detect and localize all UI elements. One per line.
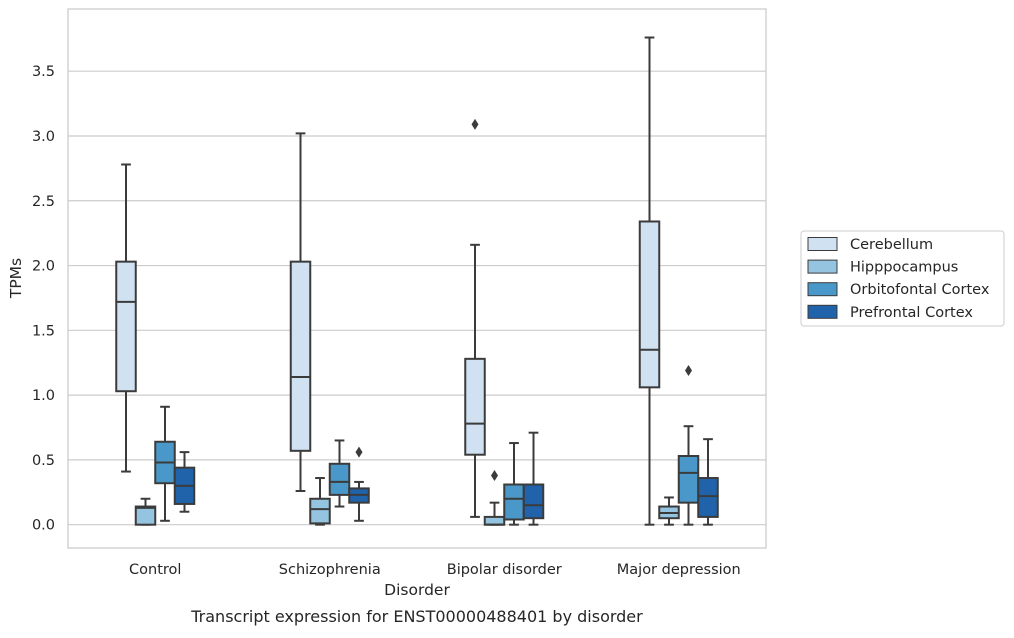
y-tick-label: 1.0 bbox=[32, 388, 55, 404]
box-series bbox=[115, 36, 719, 526]
series-orbitofontal-cortex bbox=[154, 364, 700, 526]
outlier-point bbox=[685, 364, 692, 376]
y-tick-label: 3.0 bbox=[32, 129, 55, 145]
y-tick-label: 0.5 bbox=[32, 453, 55, 469]
y-tick-label: 2.5 bbox=[32, 194, 55, 210]
box bbox=[115, 163, 137, 473]
outlier-point bbox=[471, 118, 479, 130]
box bbox=[309, 477, 331, 526]
legend-item: Cerebellum bbox=[807, 237, 933, 253]
legend: Cerebellum Hipppocampus Orbitofontal Corte… bbox=[800, 230, 1005, 327]
box bbox=[348, 446, 370, 522]
box-iqr bbox=[309, 497, 331, 525]
box bbox=[464, 118, 486, 518]
y-tick-label: 0.0 bbox=[32, 518, 55, 534]
box bbox=[638, 36, 661, 526]
x-tick-label: Schizophrenia bbox=[279, 562, 381, 578]
series-hipppocampus bbox=[134, 469, 680, 526]
legend-item: Prefrontal Cortex bbox=[807, 304, 973, 321]
box bbox=[697, 438, 719, 526]
x-tick-label: Major depression bbox=[617, 562, 741, 578]
legend-item: Orbitofontal Cortex bbox=[807, 282, 990, 298]
y-axis-label: TPMs bbox=[7, 258, 25, 299]
legend-swatch bbox=[807, 304, 838, 319]
box bbox=[503, 442, 525, 526]
box-iqr bbox=[328, 462, 351, 496]
box-iqr bbox=[697, 477, 719, 518]
legend-frame bbox=[800, 230, 1005, 327]
x-axis-label: Disorder bbox=[384, 581, 450, 599]
x-tick-labels: Control Schizophrenia Bipolar disorder Majo… bbox=[129, 562, 741, 578]
y-tick-label: 2.0 bbox=[32, 259, 55, 275]
legend-label: Orbitofontal Cortex bbox=[850, 282, 990, 298]
box-iqr bbox=[134, 505, 157, 526]
box-iqr bbox=[638, 220, 661, 389]
outlier-point bbox=[491, 469, 498, 481]
legend-swatch bbox=[807, 259, 838, 274]
box-iqr bbox=[464, 357, 486, 456]
series-prefrontal-cortex bbox=[173, 431, 719, 526]
box bbox=[154, 405, 176, 522]
box bbox=[134, 497, 157, 526]
y-tick-label: 3.5 bbox=[32, 64, 55, 80]
legend-swatch bbox=[807, 237, 838, 251]
box-iqr bbox=[483, 515, 506, 526]
box bbox=[328, 439, 351, 508]
outlier-point bbox=[355, 446, 363, 458]
series-cerebellum bbox=[115, 36, 661, 526]
box-iqr bbox=[115, 260, 137, 393]
box bbox=[677, 364, 700, 526]
box bbox=[173, 451, 196, 513]
x-tick-label: Bipolar disorder bbox=[447, 562, 562, 578]
box-iqr bbox=[503, 483, 525, 521]
chart-caption: Transcript expression for ENST0000048840… bbox=[190, 607, 643, 626]
legend-label: Prefrontal Cortex bbox=[850, 305, 973, 321]
x-tick-label: Control bbox=[129, 562, 181, 578]
box bbox=[522, 431, 545, 526]
box bbox=[658, 496, 680, 526]
box-iqr bbox=[522, 483, 545, 520]
box bbox=[289, 132, 312, 492]
legend-swatch bbox=[807, 282, 838, 297]
y-tick-labels: 0.0 0.5 1.0 1.5 2.0 2.5 3.0 3.5 bbox=[32, 64, 55, 533]
y-tick-label: 1.5 bbox=[32, 323, 55, 339]
legend-item: Hipppocampus bbox=[807, 259, 958, 276]
box-iqr bbox=[677, 455, 700, 504]
box-iqr bbox=[289, 260, 312, 452]
legend-label: Cerebellum bbox=[850, 237, 933, 253]
box bbox=[483, 469, 506, 526]
plot-area-frame bbox=[67, 8, 767, 549]
legend-label: Hipppocampus bbox=[850, 260, 958, 276]
